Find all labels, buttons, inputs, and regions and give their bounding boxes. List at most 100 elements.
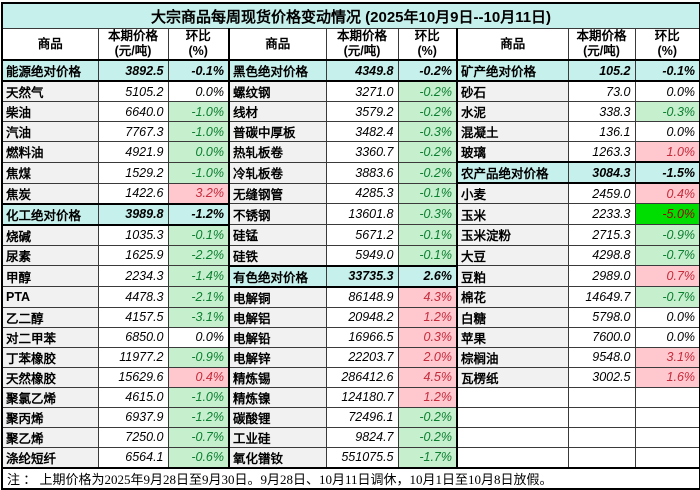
- pct-change-cell: -0.9%: [634, 224, 700, 246]
- price-cell: 14649.7: [567, 286, 636, 308]
- pct-change-cell: -1.5%: [634, 161, 700, 184]
- table-row: 聚乙烯 7250.0 -0.7% 工业硅 9824.7 -0.2%: [1, 426, 700, 448]
- commodity-cell: 大豆: [456, 244, 569, 266]
- price-cell: 5949.0: [325, 244, 399, 266]
- pct-change-cell: -0.3%: [634, 101, 700, 122]
- pct-change-cell: -0.7%: [167, 426, 230, 448]
- price-cell: 3482.4: [325, 121, 399, 142]
- section-header-cell: 能源绝对价格: [1, 59, 99, 82]
- pct-change-cell: -0.2%: [397, 406, 458, 428]
- page-title: 大宗商品每周现货价格变动情况 (2025年10月9日--10月11日): [1, 2, 700, 29]
- table-row: 柴油 6640.0 -1.0% 线材 3579.2 -0.2% 水泥 338.3 -0.3%: [1, 101, 700, 122]
- column-header-row: 商品 本期价格 (元/吨) 环比 (%) 商品 本期价格 (元/吨) 环比 (%) 商品 本期价格 (元…: [1, 28, 700, 61]
- commodity-cell: 丁苯橡胶: [1, 346, 99, 368]
- price-cell: 1422.6: [97, 182, 169, 204]
- pct-change-cell: -0.1%: [397, 224, 458, 246]
- commodity-cell: 瓦楞纸: [456, 366, 569, 388]
- table-row: 燃料油 4921.9 0.0% 热轧板卷 3360.7 -0.2% 玻璃 1263.3 1.0%: [1, 141, 700, 163]
- pct-change-cell: 0.7%: [634, 265, 700, 287]
- price-cell: 4349.8: [325, 59, 399, 82]
- commodity-cell: 碳酸锂: [228, 406, 327, 428]
- commodity-cell: 硅铁: [228, 244, 327, 266]
- section-header-cell: 有色绝对价格: [228, 264, 327, 288]
- pct-change-cell: 1.2%: [397, 386, 458, 408]
- price-cell: 6640.0: [97, 101, 169, 122]
- table-row: 化工绝对价格 3989.8 -1.2% 不锈钢 13601.8 -0.3% 玉米 2233.3…: [1, 202, 700, 226]
- price-cell: 5798.0: [567, 306, 636, 328]
- pct-change-cell: -0.7%: [634, 244, 700, 266]
- price-cell: 6850.0: [97, 326, 169, 348]
- price-cell: 72496.1: [325, 406, 399, 428]
- commodity-cell: 天然气: [1, 80, 99, 102]
- pct-change-cell: -0.2%: [397, 426, 458, 448]
- price-cell: 7600.0: [567, 326, 636, 348]
- price-cell: 1625.9: [97, 244, 169, 266]
- price-cell: 1263.3: [567, 141, 636, 163]
- price-cell: [567, 446, 636, 468]
- pct-change-cell: -0.1%: [634, 59, 700, 82]
- price-cell: 4157.5: [97, 306, 169, 328]
- price-cell: 286412.6: [325, 366, 399, 388]
- pct-change-cell: [634, 426, 700, 448]
- commodity-cell: [456, 406, 569, 428]
- table-row: 焦煤 1529.2 -1.0% 冷轧板卷 3883.6 -0.2% 农产品绝对价格 3084.…: [1, 161, 700, 184]
- pct-change-cell: 0.0%: [167, 141, 230, 163]
- commodity-cell: [456, 446, 569, 468]
- section-header-cell: 化工绝对价格: [1, 202, 99, 226]
- price-cell: 136.1: [567, 121, 636, 142]
- price-cell: 5105.2: [97, 80, 169, 102]
- price-cell: 3360.7: [325, 141, 399, 163]
- commodity-cell: 精炼锡: [228, 366, 327, 388]
- commodity-cell: 棕榈油: [456, 346, 569, 368]
- commodity-cell: 汽油: [1, 121, 99, 142]
- pct-change-cell: 0.4%: [167, 366, 230, 388]
- pct-change-cell: -1.2%: [167, 202, 230, 226]
- price-cell: 13601.8: [325, 203, 399, 225]
- pct-change-cell: -0.6%: [167, 446, 230, 468]
- price-cell: 4298.8: [567, 244, 636, 266]
- price-cell: 3883.6: [325, 161, 399, 184]
- price-cell: 4478.3: [97, 286, 169, 308]
- commodity-cell: [456, 426, 569, 448]
- pct-change-cell: -1.0%: [167, 386, 230, 408]
- price-cell: 2233.3: [567, 203, 636, 225]
- pct-change-cell: 1.2%: [397, 306, 458, 328]
- col-header-commodity: 商品: [1, 28, 99, 61]
- section-header-cell: 农产品绝对价格: [456, 161, 569, 184]
- price-cell: 3002.5: [567, 366, 636, 388]
- price-cell: 73.0: [567, 80, 636, 102]
- price-cell: 4921.9: [97, 141, 169, 163]
- commodity-cell: 小麦: [456, 182, 569, 204]
- pct-change-cell: -0.7%: [634, 286, 700, 308]
- col-header-pct: 环比 (%): [167, 28, 230, 61]
- pct-change-cell: -0.2%: [397, 161, 458, 184]
- table-row: 涤纶短纤 6564.1 -0.6% 氧化镨钕 551075.5 -1.7%: [1, 446, 700, 468]
- pct-change-cell: -0.1%: [397, 182, 458, 204]
- commodity-cell: 混凝土: [456, 121, 569, 142]
- pct-change-cell: -3.1%: [167, 306, 230, 328]
- commodity-cell: 涤纶短纤: [1, 446, 99, 468]
- price-cell: 2715.3: [567, 224, 636, 246]
- section-header-cell: 黑色绝对价格: [228, 59, 327, 82]
- pct-change-cell: -0.1%: [167, 59, 230, 82]
- table-row: 聚丙烯 6937.9 -1.2% 碳酸锂 72496.1 -0.2%: [1, 406, 700, 428]
- pct-change-cell: 0.3%: [397, 326, 458, 348]
- col-header-pct: 环比 (%): [397, 28, 458, 61]
- price-cell: 124180.7: [325, 386, 399, 408]
- pct-change-cell: -0.2%: [397, 101, 458, 122]
- price-cell: 2234.3: [97, 265, 169, 287]
- commodity-cell: 螺纹钢: [228, 80, 327, 102]
- col-header-commodity: 商品: [456, 28, 569, 61]
- commodity-cell: 焦炭: [1, 182, 99, 204]
- commodity-cell: 玻璃: [456, 141, 569, 163]
- pct-change-cell: 0.0%: [167, 80, 230, 102]
- price-cell: 6564.1: [97, 446, 169, 468]
- price-cell: 551075.5: [325, 446, 399, 468]
- price-cell: [567, 386, 636, 408]
- commodity-cell: 无缝钢管: [228, 182, 327, 204]
- commodity-cell: 电解铅: [228, 326, 327, 348]
- col-header-price: 本期价格 (元/吨): [325, 28, 399, 61]
- commodity-cell: 聚丙烯: [1, 406, 99, 428]
- price-cell: 3579.2: [325, 101, 399, 122]
